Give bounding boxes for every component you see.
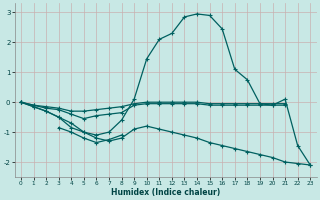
X-axis label: Humidex (Indice chaleur): Humidex (Indice chaleur) <box>111 188 220 197</box>
